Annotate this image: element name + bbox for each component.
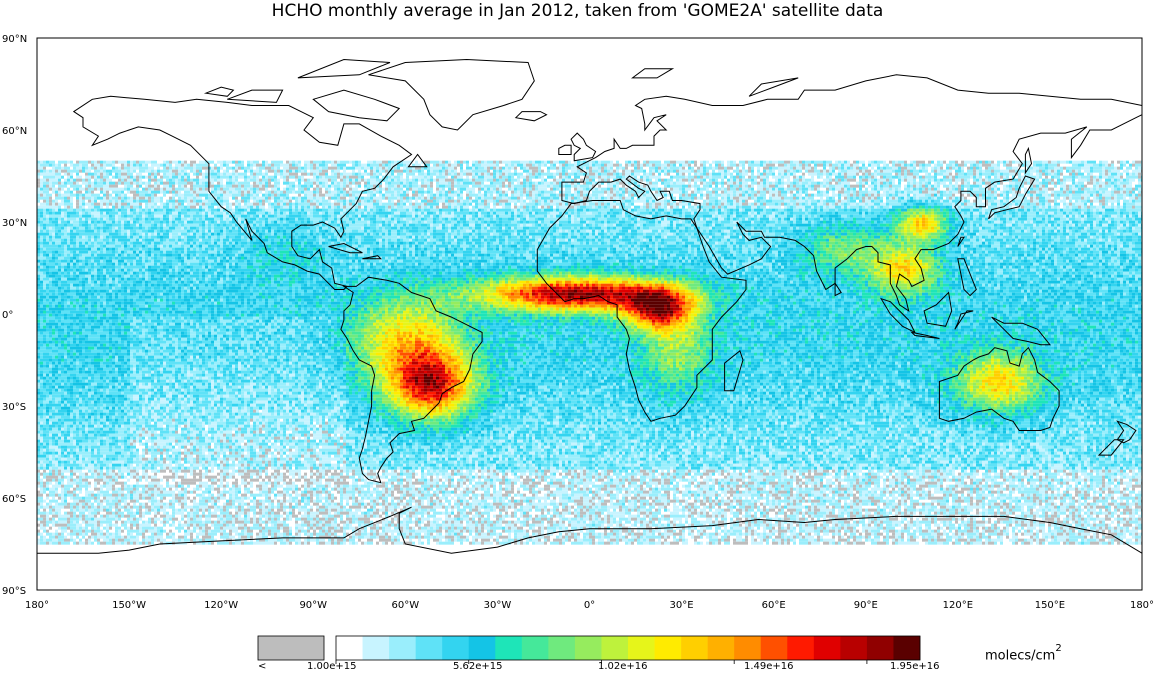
lon-tick-label: 150°W <box>112 600 146 611</box>
lat-tick-label: 30°N <box>2 218 27 229</box>
colorbar-label-3: 1.02e+16 <box>598 661 648 673</box>
colorbar-swatch <box>416 636 443 660</box>
colorbar-swatch <box>469 636 496 660</box>
colorbar-swatch <box>389 636 416 660</box>
colorbar-swatch <box>601 636 628 660</box>
colorbar-swatch <box>787 636 814 660</box>
colorbar-swatch <box>442 636 469 660</box>
colorbar-swatch <box>761 636 788 660</box>
colorbar-swatch <box>655 636 682 660</box>
colorbar-label-2: 5.62e+15 <box>453 661 503 673</box>
lon-tick-label: 0° <box>584 600 595 611</box>
lon-tick-label: 150°E <box>1035 600 1065 611</box>
colorbar-swatch <box>522 636 549 660</box>
lon-tick-label: 30°E <box>670 600 694 611</box>
lat-tick-label: 30°S <box>2 402 26 413</box>
lat-tick-label: 60°S <box>2 494 26 505</box>
lon-tick-label: 30°W <box>484 600 512 611</box>
units-power: 2 <box>1055 643 1061 654</box>
colorbar-swatch <box>708 636 735 660</box>
colorbar-swatch <box>840 636 867 660</box>
units-text: molecs/cm <box>985 648 1055 663</box>
colorbar-swatch <box>495 636 522 660</box>
colorbar <box>258 636 920 664</box>
colorbar-swatch <box>734 636 761 660</box>
colorbar-swatch <box>893 636 920 660</box>
colorbar-swatch <box>336 636 363 660</box>
colorbar-swatch <box>548 636 575 660</box>
lat-tick-label: 0° <box>2 310 13 321</box>
lon-tick-label: 60°E <box>762 600 786 611</box>
colorbar-label-1: 1.00e+15 <box>307 661 357 673</box>
colorbar-swatch <box>628 636 655 660</box>
colorbar-below-swatch <box>258 636 324 660</box>
lon-tick-label: 180° <box>25 600 49 611</box>
lon-tick-label: 60°W <box>392 600 420 611</box>
colorbar-label-5: 1.95e+16 <box>890 661 940 673</box>
lon-tick-label: 120°W <box>204 600 238 611</box>
lon-tick-label: 90°E <box>854 600 878 611</box>
lat-tick-label: 90°N <box>2 34 27 45</box>
lon-tick-label: 120°E <box>943 600 973 611</box>
lon-tick-label: 180° <box>1130 600 1154 611</box>
colorbar-units: molecs/cm2 <box>985 646 1062 663</box>
colorbar-swatch <box>867 636 894 660</box>
colorbar-swatch <box>363 636 390 660</box>
colorbar-below-label: < <box>258 661 266 673</box>
lat-tick-label: 60°N <box>2 126 27 137</box>
lon-tick-label: 90°W <box>299 600 327 611</box>
colorbar-swatch <box>681 636 708 660</box>
colorbar-swatch <box>814 636 841 660</box>
lat-tick-label: 90°S <box>2 586 26 597</box>
colorbar-label-4: 1.49e+16 <box>744 661 794 673</box>
colorbar-swatch <box>575 636 602 660</box>
